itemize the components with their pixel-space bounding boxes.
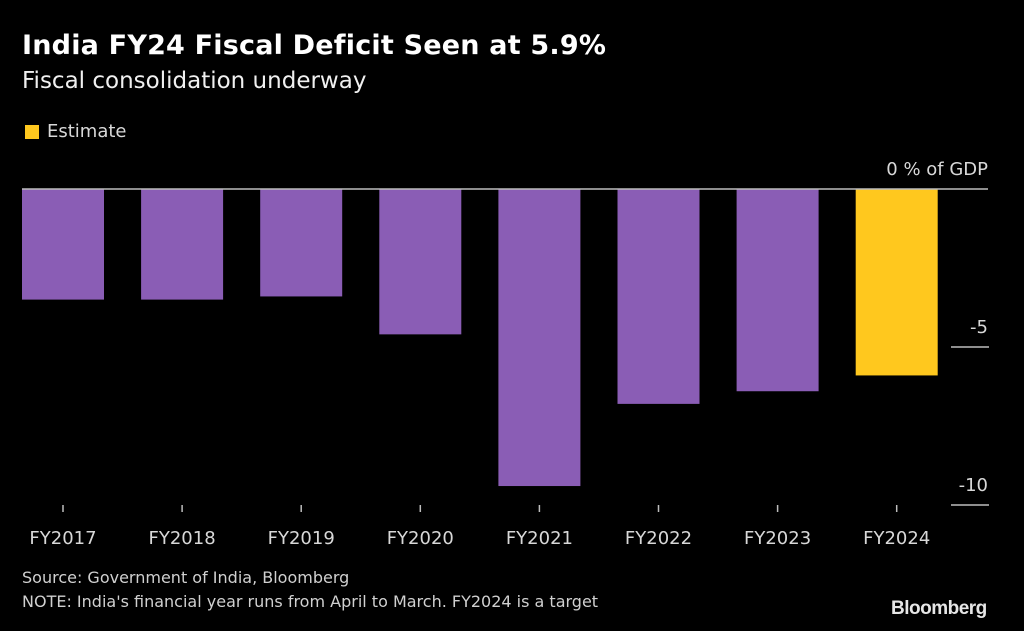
legend-swatch-estimate	[25, 124, 39, 139]
y-tick-label: 0 % of GDP	[886, 159, 988, 180]
x-tick-label: FY2017	[29, 528, 96, 549]
x-tick-label: FY2020	[387, 528, 454, 549]
footnote: NOTE: India's financial year runs from A…	[22, 592, 599, 611]
y-axis: 0 % of GDP -5 -10	[22, 159, 989, 506]
x-tick-label: FY2022	[625, 528, 692, 549]
bar-fy2019	[260, 189, 343, 297]
bar-fy2017	[22, 189, 104, 300]
y-tick-label: -5	[970, 317, 988, 338]
x-tick-label: FY2021	[506, 528, 573, 549]
y-tick-label: -10	[959, 475, 988, 496]
x-tick-label: FY2023	[744, 528, 811, 549]
x-tick-label: FY2018	[149, 528, 216, 549]
bar-fy2023	[736, 189, 819, 392]
chart-title: India FY24 Fiscal Deficit Seen at 5.9%	[22, 30, 607, 61]
bar-fy2020	[379, 189, 462, 335]
bar-fy2024	[855, 189, 938, 376]
x-axis: FY2017 FY2018 FY2019 FY2020 FY2021 FY2022 FY20…	[29, 505, 930, 549]
legend-label-estimate: Estimate	[47, 121, 127, 142]
bars-group	[22, 189, 938, 487]
x-tick-label: FY2019	[268, 528, 335, 549]
source-note: Source: Government of India, Bloomberg	[22, 568, 350, 587]
legend: Estimate	[25, 121, 127, 142]
chart-subtitle: Fiscal consolidation underway	[22, 68, 367, 94]
bloomberg-logo: Bloomberg	[891, 598, 987, 619]
x-tick-label: FY2024	[863, 528, 930, 549]
bar-fy2022	[617, 189, 700, 404]
bar-fy2021	[498, 189, 581, 487]
bar-fy2018	[141, 189, 224, 300]
